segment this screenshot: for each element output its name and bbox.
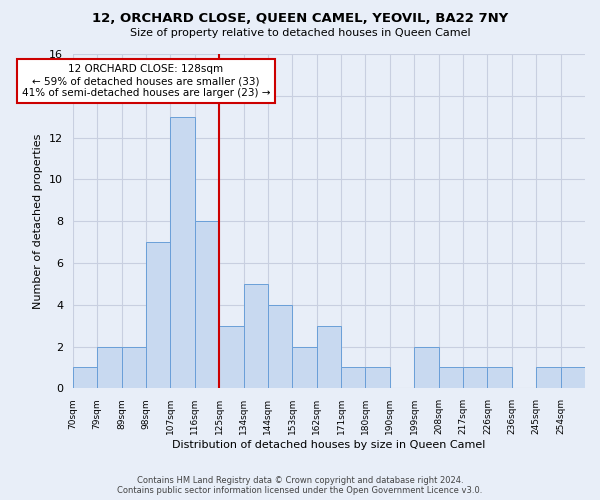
Bar	[341, 368, 365, 388]
Bar	[414, 346, 439, 389]
Bar	[219, 326, 244, 388]
Bar	[268, 305, 292, 388]
X-axis label: Distribution of detached houses by size in Queen Camel: Distribution of detached houses by size …	[172, 440, 485, 450]
Bar	[439, 368, 463, 388]
Text: 12, ORCHARD CLOSE, QUEEN CAMEL, YEOVIL, BA22 7NY: 12, ORCHARD CLOSE, QUEEN CAMEL, YEOVIL, …	[92, 12, 508, 26]
Text: Contains HM Land Registry data © Crown copyright and database right 2024.
Contai: Contains HM Land Registry data © Crown c…	[118, 476, 482, 495]
Bar	[292, 346, 317, 389]
Bar	[170, 116, 195, 388]
Bar	[317, 326, 341, 388]
Bar	[195, 221, 219, 388]
Bar	[365, 368, 390, 388]
Bar	[97, 346, 122, 389]
Bar	[536, 368, 560, 388]
Bar	[463, 368, 487, 388]
Bar	[122, 346, 146, 389]
Text: 12 ORCHARD CLOSE: 128sqm
← 59% of detached houses are smaller (33)
41% of semi-d: 12 ORCHARD CLOSE: 128sqm ← 59% of detach…	[22, 64, 270, 98]
Text: Size of property relative to detached houses in Queen Camel: Size of property relative to detached ho…	[130, 28, 470, 38]
Bar	[487, 368, 512, 388]
Bar	[146, 242, 170, 388]
Y-axis label: Number of detached properties: Number of detached properties	[34, 134, 43, 309]
Bar	[560, 368, 585, 388]
Bar	[244, 284, 268, 389]
Bar	[73, 368, 97, 388]
